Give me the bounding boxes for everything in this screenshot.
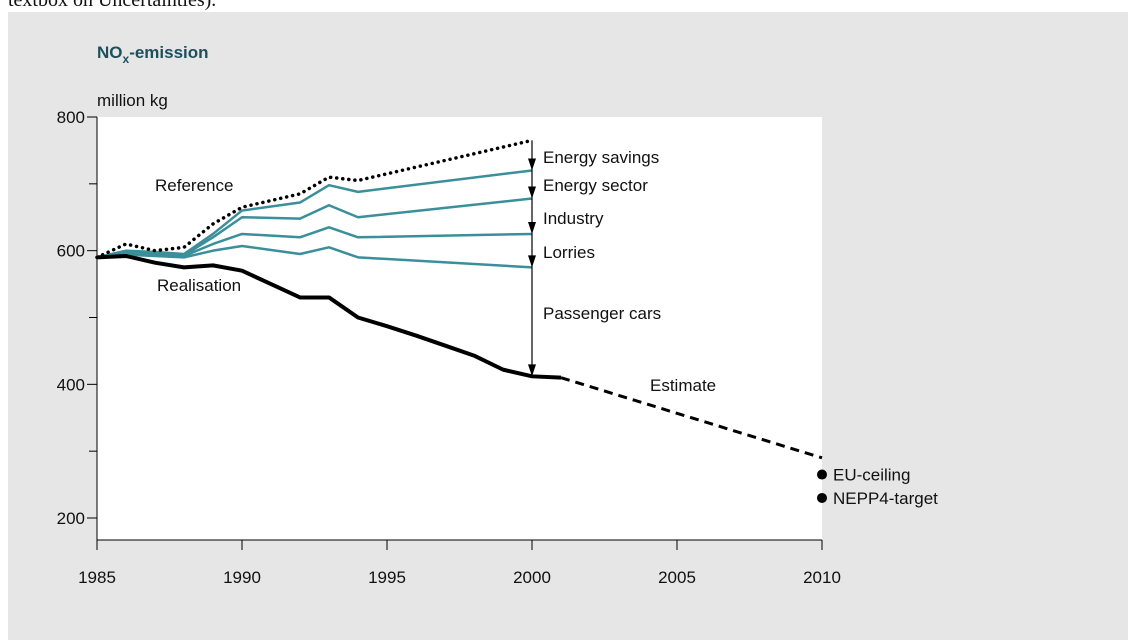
x-tick-label: 1995 [368, 568, 406, 587]
target-point [817, 469, 827, 480]
series-line [96, 254, 562, 380]
x-tick-label: 1985 [78, 568, 116, 587]
y-tick-label: 600 [57, 242, 85, 261]
series-line [96, 244, 533, 269]
x-tick-label: 2000 [513, 568, 551, 587]
gap-arrowhead [528, 364, 536, 377]
y-axis-label: million kg [97, 91, 168, 110]
header-text: textbox on Uncertainties). [8, 0, 216, 11]
series-label: Realisation [157, 276, 241, 295]
gap-arrowhead [528, 158, 536, 171]
gap-arrowhead [528, 255, 536, 268]
y-tick-label: 200 [57, 509, 85, 528]
gap-label: Energy sector [543, 176, 648, 195]
series-label: Estimate [650, 376, 716, 395]
gap-arrowhead [528, 221, 536, 234]
series-line [560, 376, 823, 460]
y-tick-label: 800 [57, 108, 85, 127]
gap-label: Passenger cars [543, 304, 661, 323]
chart-title: NOx-emission [97, 43, 209, 66]
series-line [96, 169, 533, 259]
x-tick-label: 1990 [223, 568, 261, 587]
plot-area [97, 117, 822, 540]
series-line [96, 197, 533, 259]
y-tick-label: 400 [57, 375, 85, 394]
series-line [96, 226, 533, 259]
series-label: Reference [155, 176, 233, 195]
gap-label: Industry [543, 209, 604, 228]
gap-label: Energy savings [543, 148, 659, 167]
gap-arrowhead [528, 186, 536, 199]
target-label: EU-ceiling [833, 466, 910, 485]
x-tick-label: 2010 [803, 568, 841, 587]
x-tick-label: 2005 [658, 568, 696, 587]
series-line [95, 138, 534, 260]
target-point [817, 492, 827, 503]
gap-label: Lorries [543, 243, 595, 262]
target-label: NEPP4-target [833, 489, 938, 508]
